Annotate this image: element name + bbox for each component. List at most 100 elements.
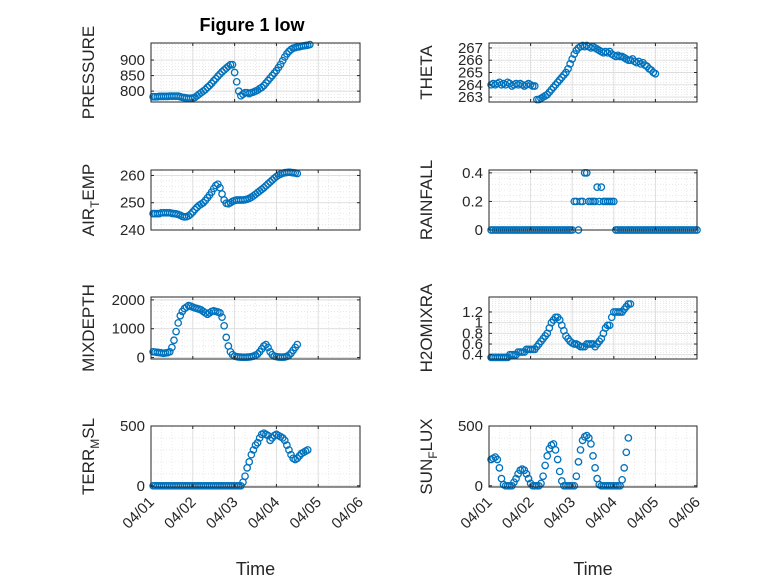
x-axis-label: Time bbox=[573, 559, 612, 579]
y-tick-label: 260 bbox=[120, 167, 145, 184]
data-point bbox=[218, 68, 226, 76]
data-point bbox=[216, 309, 224, 317]
y-tick-label: 240 bbox=[120, 222, 145, 239]
data-point bbox=[568, 55, 577, 63]
data-point bbox=[184, 211, 193, 220]
data-point bbox=[570, 50, 579, 58]
data-point bbox=[199, 198, 208, 207]
y-tick-label: 0 bbox=[475, 222, 483, 239]
data-point bbox=[589, 452, 597, 460]
data-point bbox=[220, 321, 228, 330]
data-point bbox=[266, 436, 274, 445]
data-point bbox=[168, 343, 176, 352]
data-point bbox=[218, 313, 226, 322]
data-point bbox=[249, 446, 258, 454]
axes-box bbox=[488, 169, 698, 231]
data-point bbox=[541, 461, 550, 470]
data-point bbox=[597, 183, 606, 191]
y-axis-label: TERRMSL bbox=[79, 418, 102, 495]
data-point bbox=[264, 343, 272, 352]
data-point bbox=[253, 438, 262, 447]
y-tick-label: 1.2 bbox=[462, 304, 483, 321]
data-point bbox=[216, 70, 224, 78]
y-tick-label: 500 bbox=[120, 418, 145, 435]
data-point bbox=[574, 458, 583, 466]
y-tick-label: 0.4 bbox=[462, 165, 483, 182]
subplot-sun_flux: 0 500 04/01 04/02 04/03 04/04 04/05 04/06 Time SU… bbox=[417, 418, 704, 579]
data-point bbox=[591, 197, 599, 206]
y-tick-label: 265 bbox=[458, 65, 483, 82]
y-tick-label: 0 bbox=[137, 478, 145, 495]
data-point bbox=[285, 351, 293, 360]
data-point bbox=[570, 481, 579, 490]
data-point bbox=[228, 60, 237, 69]
x-tick-label: 04/02 bbox=[161, 494, 200, 533]
data-point bbox=[232, 77, 241, 86]
data-point bbox=[495, 464, 504, 472]
data-point bbox=[241, 472, 249, 481]
data-point bbox=[253, 350, 262, 358]
data-point bbox=[186, 210, 195, 219]
data-point bbox=[282, 441, 291, 449]
data-point bbox=[493, 455, 502, 464]
data-point bbox=[539, 472, 547, 481]
data-point bbox=[260, 183, 268, 192]
data-point bbox=[564, 64, 572, 73]
x-tick-label: 04/01 bbox=[457, 494, 496, 533]
data-point bbox=[566, 60, 574, 68]
axes-box bbox=[150, 425, 361, 488]
data-point bbox=[551, 446, 560, 454]
data-point bbox=[266, 178, 274, 186]
data-point bbox=[553, 455, 562, 464]
data-point bbox=[618, 475, 626, 484]
data-point bbox=[220, 66, 228, 74]
data-point bbox=[172, 327, 180, 336]
data-point bbox=[174, 319, 183, 327]
y-tick-label: 264 bbox=[458, 77, 483, 94]
subplot-air_temp: 240 250 260 AIRTEMP bbox=[79, 164, 361, 239]
data-point bbox=[624, 434, 633, 442]
x-tick-label: 04/04 bbox=[245, 494, 284, 533]
y-tick-label: 0.6 bbox=[462, 336, 483, 353]
data-point bbox=[278, 434, 287, 442]
data-point bbox=[576, 446, 585, 454]
data-point bbox=[278, 56, 287, 65]
y-axis-label: SUNFLUX bbox=[417, 418, 440, 494]
figure-title: Figure 1 low bbox=[199, 15, 305, 35]
data-point bbox=[205, 81, 214, 90]
data-point bbox=[230, 68, 239, 77]
y-axis-label: THETA bbox=[417, 45, 436, 100]
y-tick-label: 500 bbox=[458, 418, 483, 435]
data-point bbox=[587, 440, 595, 448]
data-point bbox=[214, 72, 222, 81]
data-point bbox=[593, 183, 602, 191]
data-point bbox=[264, 180, 272, 188]
data-point bbox=[530, 82, 539, 90]
data-point bbox=[572, 472, 581, 481]
data-point bbox=[562, 68, 570, 77]
y-tick-label: 1000 bbox=[112, 321, 145, 338]
data-point bbox=[285, 446, 293, 454]
y-tick-label: 266 bbox=[458, 52, 483, 69]
data-point bbox=[224, 62, 233, 71]
data-point bbox=[305, 40, 314, 49]
data-point bbox=[293, 454, 302, 463]
data-point bbox=[276, 60, 285, 69]
x-tick-label: 04/03 bbox=[540, 494, 579, 533]
x-tick-label: 04/03 bbox=[203, 494, 242, 533]
data-point bbox=[222, 333, 231, 342]
y-tick-label: 0 bbox=[137, 350, 145, 367]
axes-box bbox=[150, 169, 361, 231]
data-point bbox=[245, 458, 254, 466]
data-point bbox=[555, 467, 564, 476]
data-point bbox=[620, 464, 629, 472]
y-axis-label: RAINFALL bbox=[417, 160, 436, 240]
data-point bbox=[543, 452, 552, 460]
data-point bbox=[201, 85, 210, 94]
data-point bbox=[199, 87, 208, 95]
y-tick-label: 267 bbox=[458, 40, 483, 57]
data-point bbox=[524, 474, 533, 483]
subplot-terr_msl: 0 500 04/01 04/02 04/03 04/04 04/05 04/06 Time TE… bbox=[79, 418, 367, 579]
